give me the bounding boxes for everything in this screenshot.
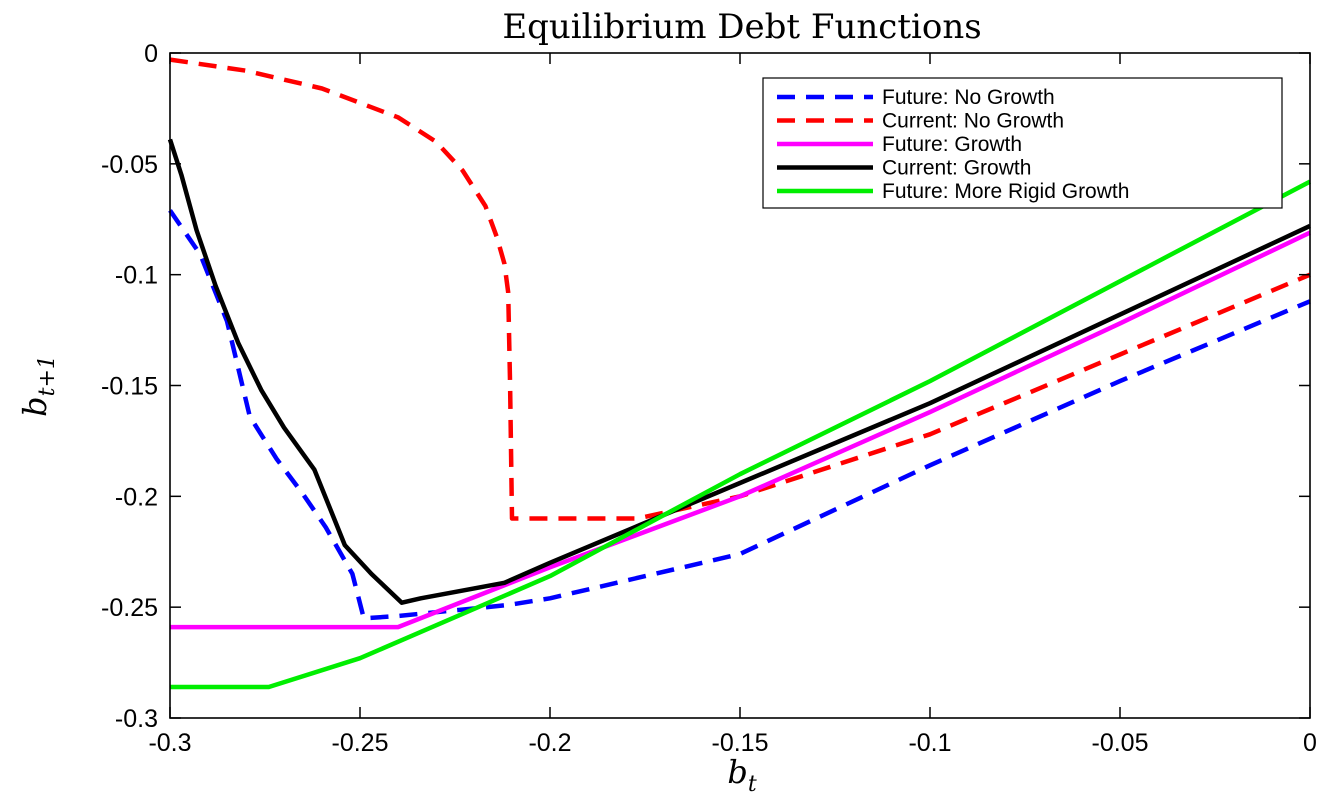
y-tick-label: -0.2 bbox=[115, 483, 158, 511]
legend-label: Future: Growth bbox=[882, 133, 1022, 156]
y-tick-label: -0.05 bbox=[101, 151, 158, 179]
x-tick-label: -0.25 bbox=[332, 729, 389, 757]
x-axis-label: bt bbox=[727, 753, 756, 796]
x-axis-label-main: b bbox=[727, 753, 747, 791]
y-tick-label: 0 bbox=[144, 40, 158, 68]
y-axis-label-main: b bbox=[16, 396, 54, 416]
y-tick-label: -0.1 bbox=[115, 262, 158, 290]
y-axis-label-sub: t+1 bbox=[35, 355, 60, 396]
x-tick-label: 0 bbox=[1303, 729, 1317, 757]
y-tick-label: -0.25 bbox=[101, 594, 158, 622]
series-line-future-more-rigid-growth bbox=[170, 179, 1312, 690]
chart-title: Equilibrium Debt Functions bbox=[502, 7, 981, 47]
legend-label: Future: More Rigid Growth bbox=[882, 180, 1129, 203]
y-axis-label: bt+1 bbox=[16, 355, 60, 417]
series-line-future-growth bbox=[170, 230, 1311, 630]
x-tick-label: -0.05 bbox=[1092, 729, 1149, 757]
x-tick-label: -0.15 bbox=[712, 729, 769, 757]
series-layer bbox=[167, 57, 1312, 690]
legend-label: Current: No Growth bbox=[882, 110, 1064, 133]
y-tick-label: -0.15 bbox=[101, 373, 158, 401]
x-axis-label-sub: t bbox=[748, 772, 757, 796]
x-tick-label: -0.1 bbox=[908, 729, 951, 757]
series-line-current-growth bbox=[167, 138, 1311, 605]
x-tick-label: -0.2 bbox=[528, 729, 571, 757]
series-line-future-no-growth bbox=[168, 209, 1311, 621]
series-line-current-no-growth bbox=[169, 57, 1311, 521]
legend-label: Current: Growth bbox=[882, 157, 1031, 180]
y-tick-label: -0.3 bbox=[115, 705, 158, 733]
x-tick-label: -0.3 bbox=[148, 729, 191, 757]
ticks-layer: -0.3 -0.25 -0.2 -0.15 -0.1 -0.05 0 0 -0.05 -0.1 -0… bbox=[101, 40, 1317, 757]
legend-label: Future: No Growth bbox=[882, 86, 1055, 109]
